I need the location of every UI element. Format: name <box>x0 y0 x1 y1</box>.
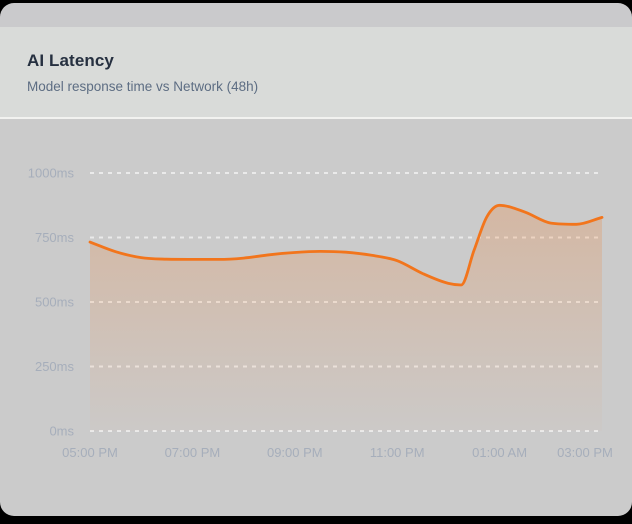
chart-panel: 1000ms 750ms 500ms 250ms 0ms 05:00 PM 07:00 PM… <box>0 119 632 516</box>
x-tick-label: 01:00 AM <box>472 445 527 460</box>
y-tick-label: 1000ms <box>28 166 75 181</box>
latency-card: AI Latency Model response time vs Networ… <box>0 3 632 516</box>
x-tick-label: 09:00 PM <box>267 445 323 460</box>
header-divider <box>0 117 632 119</box>
y-tick-label: 750ms <box>35 230 75 245</box>
chart-title: AI Latency <box>27 51 114 70</box>
latency-line <box>88 203 604 287</box>
card-header: AI Latency Model response time vs Networ… <box>0 27 632 117</box>
card-top-band <box>0 3 632 27</box>
y-tick-label: 0ms <box>49 424 74 439</box>
x-tick-label: 11:00 PM <box>370 445 425 460</box>
x-tick-label: 07:00 PM <box>165 445 221 460</box>
latency-area-fill <box>90 205 602 431</box>
latency-area-chart: 1000ms 750ms 500ms 250ms 0ms 05:00 PM 07:00 PM… <box>28 166 613 461</box>
y-tick-label: 250ms <box>35 359 75 374</box>
chart-subtitle: Model response time vs Network (48h) <box>27 79 259 95</box>
x-tick-label: 03:00 PM <box>557 445 613 460</box>
y-tick-label: 500ms <box>35 295 75 310</box>
x-tick-label: 05:00 PM <box>62 445 118 460</box>
